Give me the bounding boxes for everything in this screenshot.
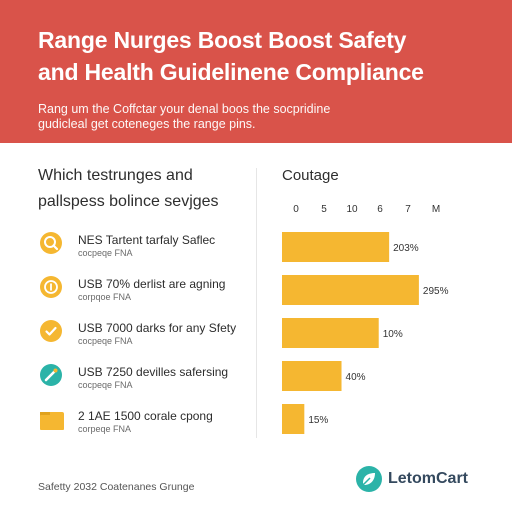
- bar-data-label: 203%: [393, 243, 419, 254]
- title-line-1: Range Nurges Boost Boost Safety: [38, 27, 407, 53]
- list-item-title: USB 7250 devilles safersing: [78, 365, 229, 379]
- list-heading: Which testrunges and pallspess bolince s…: [38, 166, 248, 212]
- list-item: USB 7000 darks for any Sfety cocpeqe FNA: [40, 318, 260, 358]
- page-subtitle: Rang um the Coffctar your denal boos the…: [38, 102, 474, 132]
- coin-icon: [40, 276, 62, 298]
- title-line-2: and Health Guidelinene Compliance: [38, 59, 424, 85]
- bar: [282, 404, 305, 434]
- list-item-title: USB 70% derlist are agning: [78, 277, 226, 291]
- header-banner: Range Nurges Boost Boost Safety and Heal…: [0, 0, 512, 143]
- list-item-caption: cocpeqe FNA: [78, 336, 133, 346]
- subtitle-line-1: Rang um the Coffctar your denal boos the…: [38, 102, 331, 116]
- magnifier-icon: [40, 232, 62, 254]
- tick-label: 10: [346, 204, 358, 215]
- list-item: NES Tartent tarfaly Saflec cocpeqe FNA: [40, 230, 260, 270]
- list-item-caption: corpeqe FNA: [78, 424, 132, 434]
- bar-data-label: 295%: [423, 286, 449, 297]
- list-item-title: NES Tartent tarfaly Saflec: [78, 233, 216, 247]
- bar-data-label: 10%: [383, 329, 403, 340]
- bar-chart: 0 5 10 6 7 M 203% 295% 10% 40% 15%: [282, 204, 449, 434]
- check-icon: [40, 320, 62, 342]
- bar: [282, 361, 342, 391]
- subtitle-line-2: gudicleal get coteneges the range pins.: [38, 117, 256, 131]
- brand-logo: LetomCart: [356, 466, 496, 494]
- bar-data-label: 15%: [308, 415, 328, 426]
- tick-label: M: [432, 204, 440, 215]
- column-divider: [256, 168, 257, 438]
- bar: [282, 232, 390, 262]
- page-title: Range Nurges Boost Boost Safety and Heal…: [38, 24, 474, 88]
- list-item-title: USB 7000 darks for any Sfety: [78, 321, 237, 335]
- leaf-icon: [356, 466, 382, 492]
- tick-label: 7: [405, 204, 411, 215]
- bar: [282, 275, 419, 305]
- list-item-caption: corpqoe FNA: [78, 292, 132, 302]
- list-item: USB 70% derlist are agning corpqoe FNA: [40, 274, 260, 314]
- brand-name: LetomCart: [388, 470, 469, 487]
- bar-data-label: 40%: [346, 372, 366, 383]
- tick-label: 0: [293, 204, 299, 215]
- pen-icon: [40, 364, 62, 386]
- list-item: USB 7250 devilles safersing cocpeqe FNA: [40, 362, 260, 402]
- list-item: 2 1AE 1500 corale cpong corpeqe FNA: [40, 406, 260, 446]
- tick-label: 5: [321, 204, 327, 215]
- list-heading-line-1: Which testrunges and: [38, 167, 193, 184]
- list-item-caption: cocpeqe FNA: [78, 380, 133, 390]
- bar: [282, 318, 379, 348]
- list-heading-line-2: pallspess bolince sevjges: [38, 193, 219, 210]
- footer-caption: Safetty 2032 Coatenanes Grunge: [38, 481, 195, 493]
- tick-label: 6: [377, 204, 383, 215]
- list-item-title: 2 1AE 1500 corale cpong: [78, 409, 213, 423]
- folder-icon: [40, 412, 64, 430]
- chart-title: Coutage: [282, 167, 339, 184]
- list-item-caption: cocpeqe FNA: [78, 248, 133, 258]
